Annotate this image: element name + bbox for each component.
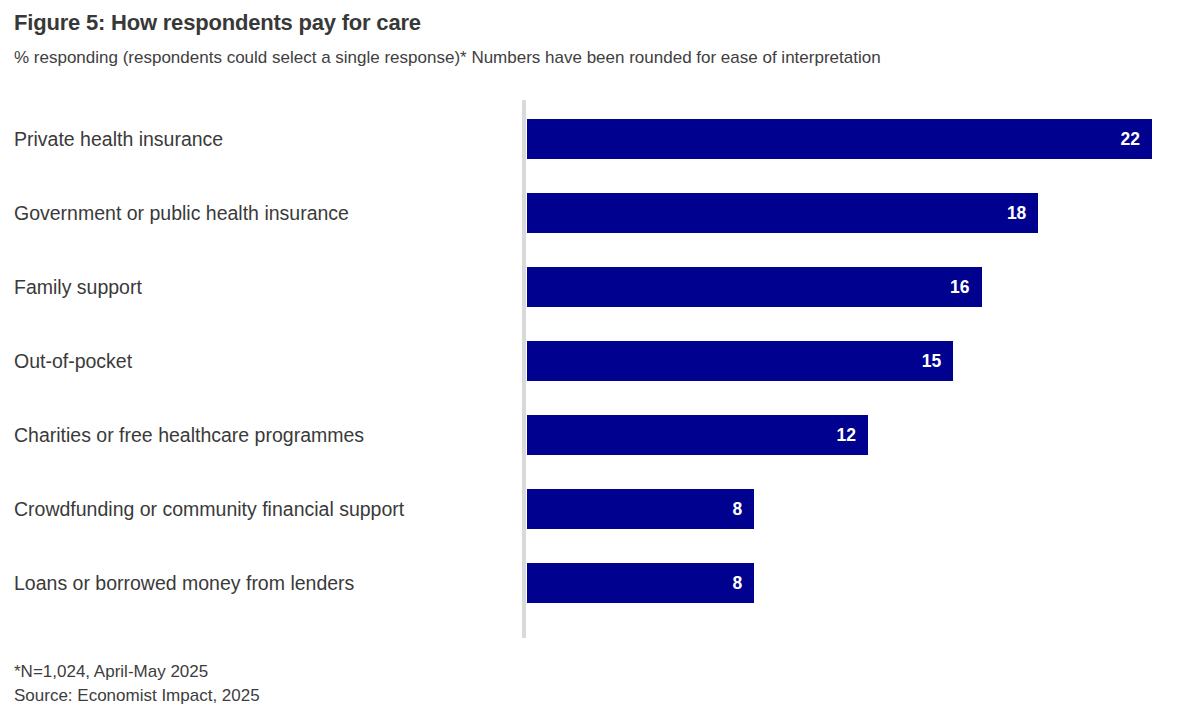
bar: 8 [527,563,754,603]
bar-track: 8 [527,563,1152,603]
bar-track: 22 [527,119,1152,159]
bar-chart: Private health insurance 22 Government or … [14,102,1177,620]
value-label: 8 [733,499,755,520]
value-label: 15 [922,351,953,372]
figure-subtitle: % responding (respondents could select a… [14,48,1177,68]
figure-container: Figure 5: How respondents pay for care %… [0,0,1191,719]
value-label: 12 [836,425,867,446]
bar: 12 [527,415,868,455]
bar-row: Private health insurance 22 [14,102,1177,176]
bar: 15 [527,341,953,381]
y-axis-line [522,100,526,638]
category-label: Private health insurance [14,128,527,151]
value-label: 16 [950,277,981,298]
bar-row: Loans or borrowed money from lenders 8 [14,546,1177,620]
bar: 8 [527,489,754,529]
bar-row: Government or public health insurance 18 [14,176,1177,250]
bar-track: 18 [527,193,1152,233]
source-line: Source: Economist Impact, 2025 [14,684,1177,708]
footnote: *N=1,024, April-May 2025 [14,660,1177,684]
bar-row: Charities or free healthcare programmes 1… [14,398,1177,472]
bar-track: 8 [527,489,1152,529]
bar-row: Family support 16 [14,250,1177,324]
category-label: Loans or borrowed money from lenders [14,572,527,595]
value-label: 8 [733,573,755,594]
value-label: 18 [1007,203,1038,224]
value-label: 22 [1121,129,1152,150]
bar-row: Crowdfunding or community financial supp… [14,472,1177,546]
bar-track: 12 [527,415,1152,455]
bar-row: Out-of-pocket 15 [14,324,1177,398]
bar-rows: Private health insurance 22 Government or … [14,102,1177,620]
category-label: Crowdfunding or community financial supp… [14,498,527,521]
bar: 22 [527,119,1152,159]
category-label: Out-of-pocket [14,350,527,373]
bar: 16 [527,267,982,307]
category-label: Government or public health insurance [14,202,527,225]
category-label: Family support [14,276,527,299]
figure-title: Figure 5: How respondents pay for care [14,10,1177,36]
bar-track: 15 [527,341,1152,381]
chart-footer: *N=1,024, April-May 2025 Source: Economi… [14,660,1177,708]
category-label: Charities or free healthcare programmes [14,424,527,447]
bar-track: 16 [527,267,1152,307]
bar: 18 [527,193,1038,233]
